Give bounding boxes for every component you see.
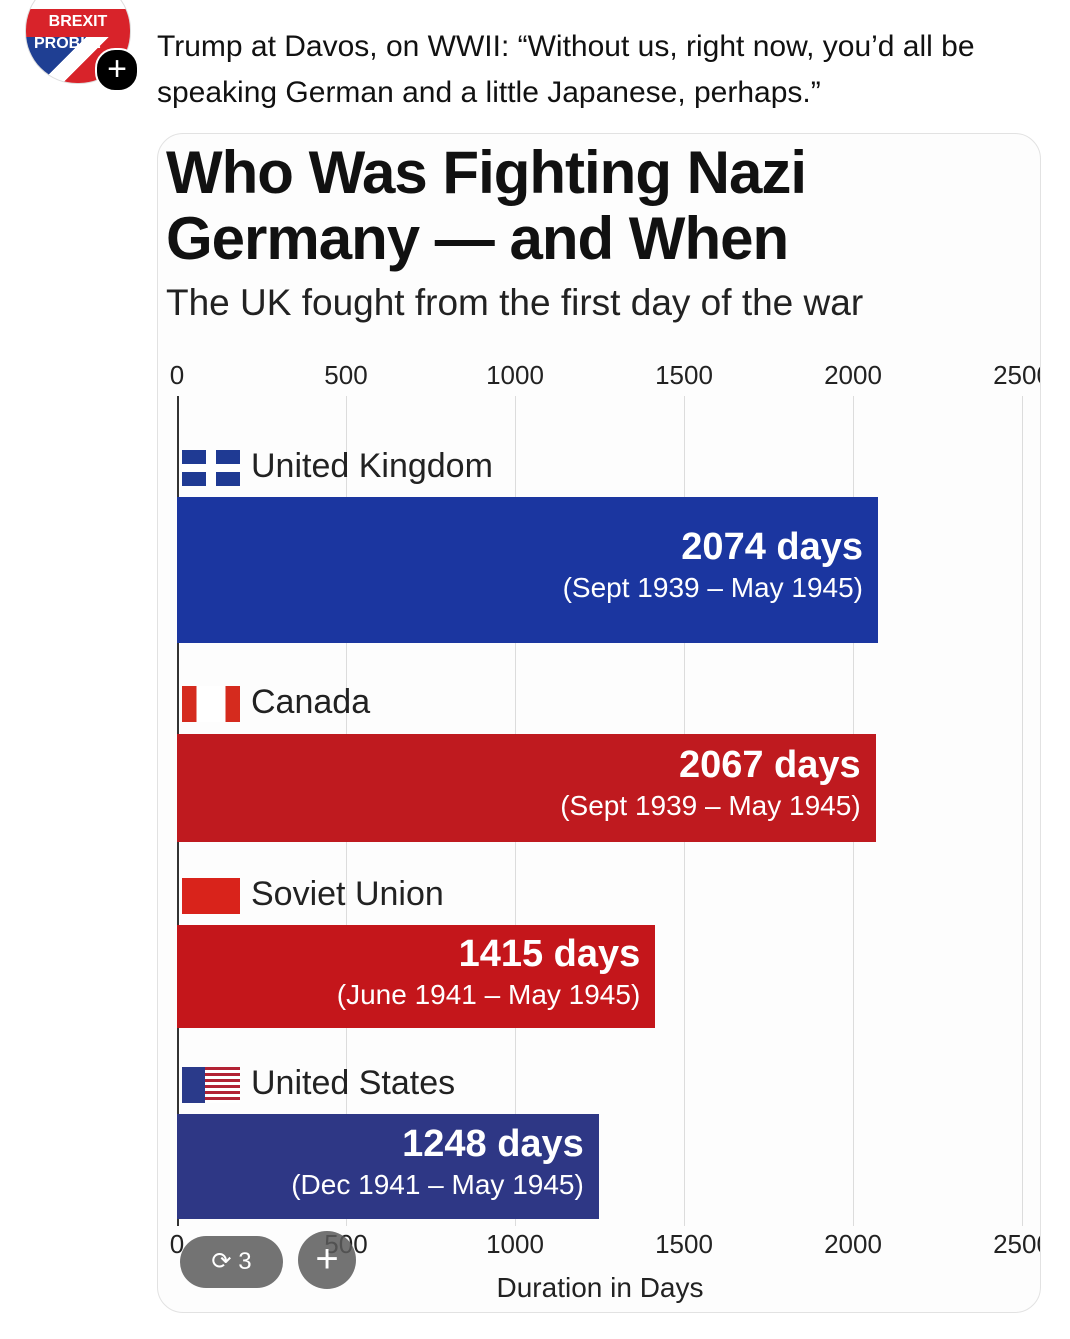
value-label: 2067 days	[678, 744, 861, 786]
post-text: Trump at Davos, on WWII: “Without us, ri…	[157, 30, 975, 109]
x-tick-label: 1000	[486, 360, 544, 390]
bar	[177, 497, 878, 643]
category-label: Soviet Union	[251, 875, 444, 913]
avatar-text: BREXIT	[48, 13, 108, 30]
category-label: United Kingdom	[251, 447, 493, 485]
x-tick-label: 1500	[655, 1229, 713, 1259]
x-tick-label: 2000	[824, 1229, 882, 1259]
avatar-text: PROBLE	[34, 35, 101, 52]
x-tick-label: 0	[169, 360, 185, 390]
category-label: United States	[251, 1064, 456, 1102]
x-axis-label: Duration in Days	[496, 1272, 704, 1303]
bar	[177, 734, 876, 842]
value-label: 1248 days	[402, 1122, 584, 1165]
chart-title: Who Was Fighting Nazi Germany — and When	[166, 139, 807, 272]
chart-card: Who Was Fighting Nazi Germany — and When…	[157, 133, 1041, 1313]
repost-button[interactable]: ⟳ 3	[180, 1236, 283, 1288]
x-tick-label: 0	[169, 1229, 185, 1259]
bar-annotation: (Sept 1939 – May 1945)	[562, 572, 864, 603]
follow-button[interactable]: +	[95, 48, 139, 92]
category-label: Canada	[251, 683, 371, 721]
x-tick-label: 500	[324, 360, 368, 390]
x-tick-label: 1000	[486, 1229, 544, 1259]
bar	[177, 1114, 599, 1219]
repost-count: 3	[238, 1248, 252, 1275]
chart-subtitle: The UK fought from the first day of the …	[166, 282, 864, 323]
x-tick-label: 2500	[993, 360, 1040, 390]
bar-annotation: (June 1941 – May 1945)	[336, 978, 641, 1010]
flag	[182, 686, 240, 722]
x-tick-label: 2000	[824, 360, 882, 390]
flag	[182, 450, 240, 486]
flag	[182, 878, 240, 914]
x-tick-label: 2500	[993, 1229, 1040, 1259]
value-label: 1415 days	[458, 932, 641, 975]
bar	[177, 925, 656, 1028]
grid-line	[1022, 396, 1023, 1226]
value-label: 2074 days	[681, 526, 864, 568]
add-button[interactable]: +	[298, 1231, 356, 1289]
x-tick-label: 1500	[655, 360, 713, 390]
flag	[182, 1067, 240, 1103]
bar-annotation: (Sept 1939 – May 1945)	[560, 790, 861, 821]
bar-annotation: (Dec 1941 – May 1945)	[291, 1168, 584, 1200]
